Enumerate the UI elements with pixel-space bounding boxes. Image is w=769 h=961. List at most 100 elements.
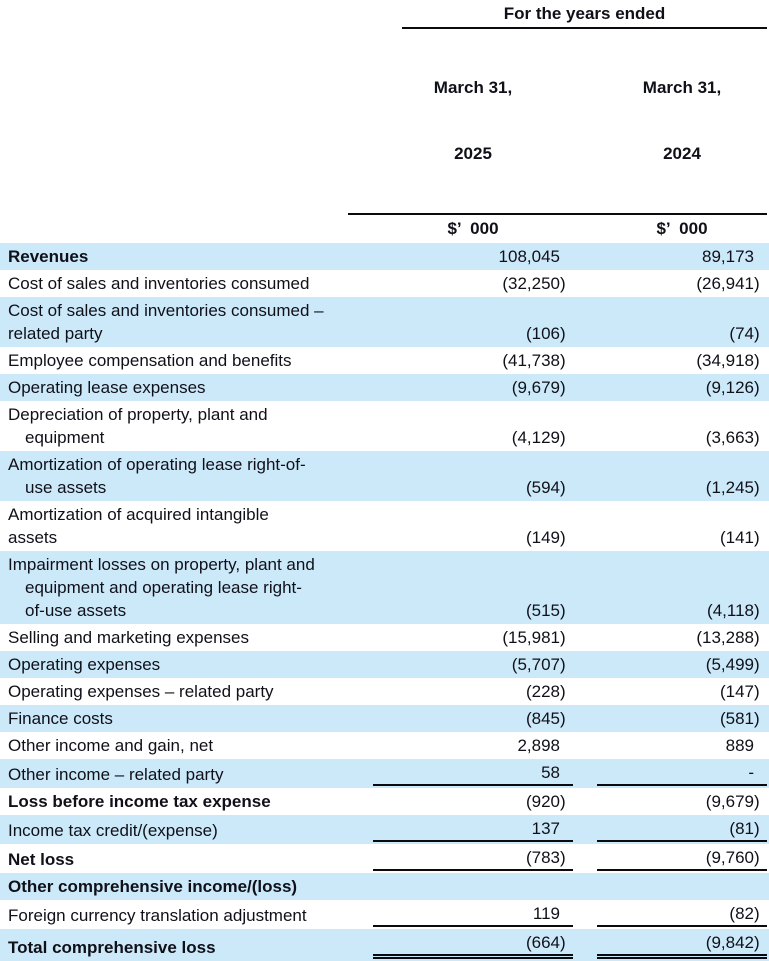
column-header-2024: March 31, 2024 bbox=[597, 33, 767, 209]
value-text: (664 bbox=[525, 933, 560, 952]
row-label-line: Finance costs bbox=[8, 709, 113, 728]
value-text: (594 bbox=[525, 478, 560, 497]
value-2025-cell: (106) bbox=[373, 322, 573, 345]
value-text: (13,288 bbox=[696, 628, 754, 647]
row-label: Impairment losses on property, plant and… bbox=[0, 553, 373, 622]
row-label-line: Operating lease expenses bbox=[8, 378, 206, 397]
value-2025-cell: (515) bbox=[373, 599, 573, 622]
paren-slot: ) bbox=[754, 848, 760, 867]
row-label-line: Cost of sales and inventories consumed bbox=[8, 274, 310, 293]
row-label: Employee compensation and benefits bbox=[0, 349, 373, 372]
paren-slot: ) bbox=[560, 709, 566, 728]
row-label-line: assets bbox=[8, 528, 58, 547]
value-2024-cell bbox=[597, 875, 767, 898]
value-2025-cell: (5,707) bbox=[373, 653, 573, 676]
row-label: Amortization of acquired intangible asset… bbox=[0, 503, 373, 549]
value-2025-cell: (149) bbox=[373, 526, 573, 549]
table-row: Employee compensation and benefits (41,73… bbox=[0, 347, 769, 374]
column-year-2024: 2024 bbox=[663, 144, 701, 163]
table-body: Revenues 108,045 89,173 Cost of sales and i… bbox=[0, 243, 769, 961]
value-text: (9,679 bbox=[705, 792, 754, 811]
row-label-line: Amortization of acquired intangible bbox=[8, 505, 269, 524]
column-year-2025: 2025 bbox=[454, 144, 492, 163]
paren-slot: ) bbox=[560, 848, 566, 867]
row-label-line: Employee compensation and benefits bbox=[8, 351, 292, 370]
value-text: (81 bbox=[729, 819, 754, 838]
row-label: Other income – related party bbox=[0, 763, 373, 786]
value-text: (1,245 bbox=[705, 478, 754, 497]
value-text: (920 bbox=[525, 792, 560, 811]
row-label: Other comprehensive income/(loss) bbox=[0, 875, 373, 898]
column-header-2025: March 31, 2025 bbox=[373, 33, 573, 209]
value-text: (41,738 bbox=[502, 351, 560, 370]
table-row: Cost of sales and inventories consumed –… bbox=[0, 297, 769, 347]
value-text: (9,679 bbox=[511, 378, 560, 397]
paren-slot: ) bbox=[754, 274, 760, 293]
row-label-line: use assets bbox=[25, 478, 107, 497]
value-text: - bbox=[748, 763, 754, 782]
value-text: (9,126 bbox=[705, 378, 754, 397]
value-2024-cell: (147) bbox=[597, 680, 767, 703]
value-text: (9,760 bbox=[705, 848, 754, 867]
paren-slot: ) bbox=[560, 628, 566, 647]
row-label-line: Revenues bbox=[8, 247, 89, 266]
value-2025-cell: 119 bbox=[373, 902, 573, 927]
value-text: (9,842 bbox=[705, 933, 754, 952]
row-label-line: Loss before income tax expense bbox=[8, 792, 271, 811]
value-text: (147 bbox=[719, 682, 754, 701]
paren-slot: ) bbox=[560, 351, 566, 370]
table-row: Total comprehensive loss (664) (9,842) bbox=[0, 929, 769, 961]
value-2024-cell: (9,679) bbox=[597, 790, 767, 813]
row-label-line: Cost of sales and inventories consumed – bbox=[8, 301, 324, 320]
paren-slot: ) bbox=[560, 528, 566, 547]
value-text: (82 bbox=[729, 904, 754, 923]
row-label-line: Operating expenses bbox=[8, 655, 161, 674]
value-2025-cell: (15,981) bbox=[373, 626, 573, 649]
value-text: (5,499 bbox=[705, 655, 754, 674]
paren-slot: ) bbox=[754, 904, 760, 923]
value-2025-cell: (920) bbox=[373, 790, 573, 813]
header-rule bbox=[348, 213, 767, 215]
value-2024-cell: (5,499) bbox=[597, 653, 767, 676]
paren-slot: ) bbox=[560, 655, 566, 674]
table-row: Cost of sales and inventories consumed (3… bbox=[0, 270, 769, 297]
paren-slot: ) bbox=[754, 324, 760, 343]
row-label: Cost of sales and inventories consumed –… bbox=[0, 299, 373, 345]
value-text: (783 bbox=[525, 848, 560, 867]
row-label: Finance costs bbox=[0, 707, 373, 730]
paren-slot: ) bbox=[560, 478, 566, 497]
paren-slot: ) bbox=[560, 682, 566, 701]
value-2024-cell: (3,663) bbox=[597, 426, 767, 449]
paren-slot: ) bbox=[754, 478, 760, 497]
value-text: (4,118 bbox=[707, 601, 754, 620]
value-text: 119 bbox=[532, 904, 560, 923]
value-text: 108,045 bbox=[498, 247, 560, 266]
value-text: 137 bbox=[531, 819, 560, 838]
paren-slot: ) bbox=[560, 274, 566, 293]
row-label-line: Foreign currency translation adjustment bbox=[8, 906, 307, 925]
column-headers-row: March 31, 2025 March 31, 2024 bbox=[0, 33, 769, 209]
value-2024-cell: - bbox=[597, 761, 767, 786]
paren-slot: ) bbox=[560, 601, 566, 620]
paren-slot: ) bbox=[754, 709, 760, 728]
paren-slot: ) bbox=[754, 792, 760, 811]
table-row: Operating expenses – related party (228)(… bbox=[0, 678, 769, 705]
row-label-line: Other comprehensive income/(loss) bbox=[8, 877, 298, 896]
label-column-spacer bbox=[0, 218, 373, 240]
value-2025-cell: (783) bbox=[373, 846, 573, 871]
value-text: (228 bbox=[525, 682, 560, 701]
table-title: For the years ended bbox=[402, 3, 767, 29]
column-period-2025: March 31, bbox=[433, 78, 513, 97]
table-row: Amortization of acquired intangible asset… bbox=[0, 501, 769, 551]
value-2025-cell: 2,898 bbox=[373, 734, 573, 757]
column-period-2024: March 31, bbox=[642, 78, 722, 97]
table-row: Loss before income tax expense (920) (9,67… bbox=[0, 788, 769, 815]
paren-slot: ) bbox=[560, 324, 566, 343]
value-2024-cell: (26,941) bbox=[597, 272, 767, 295]
value-2024-cell: (81) bbox=[597, 817, 767, 842]
table-row: Operating lease expenses (9,679) (9,126) bbox=[0, 374, 769, 401]
value-text: (515 bbox=[525, 601, 560, 620]
table-row: Other comprehensive income/(loss) bbox=[0, 873, 769, 900]
table-row: Revenues 108,045 89,173 bbox=[0, 243, 769, 270]
paren-slot: ) bbox=[754, 378, 760, 397]
